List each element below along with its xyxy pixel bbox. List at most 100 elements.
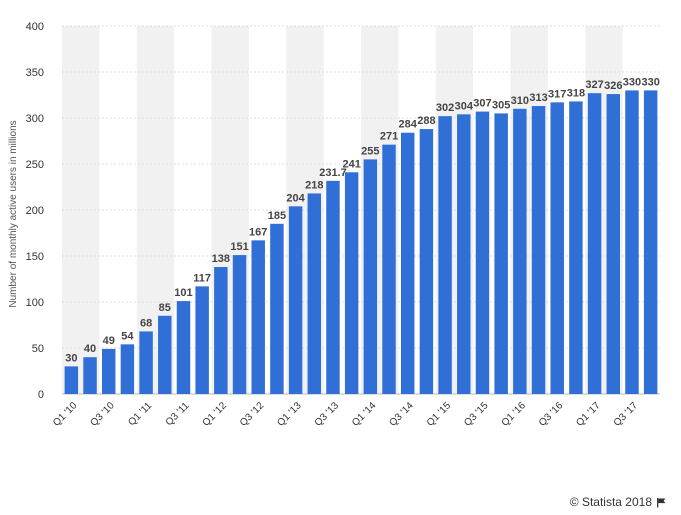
bar[interactable]: [587, 93, 602, 394]
bar[interactable]: [363, 159, 378, 394]
x-tick-label: Q3 '17: [612, 400, 641, 429]
data-label: 317: [548, 88, 566, 100]
y-tick-label: 0: [38, 389, 44, 401]
bar[interactable]: [625, 90, 639, 395]
data-label: 326: [604, 80, 622, 92]
bar[interactable]: [101, 348, 116, 394]
data-label: 313: [529, 92, 547, 104]
data-label: 185: [268, 210, 286, 222]
data-label: 330: [623, 76, 641, 88]
y-axis-title: Number of monthly active users in millio…: [8, 120, 19, 307]
data-label: 304: [455, 100, 474, 112]
x-tick-label: Q1 '11: [126, 400, 154, 428]
bar[interactable]: [643, 90, 658, 395]
bar[interactable]: [307, 193, 322, 394]
x-tick-label: Q1 '15: [425, 400, 454, 429]
y-tick-label: 400: [26, 21, 44, 33]
y-tick-label: 100: [26, 297, 44, 309]
data-label: 204: [286, 192, 305, 204]
x-tick-label: Q1 '13: [275, 400, 304, 429]
data-label: 40: [84, 343, 96, 355]
data-label: 318: [567, 87, 585, 99]
bar[interactable]: [550, 102, 564, 395]
data-label: 255: [361, 145, 379, 157]
bar[interactable]: [475, 111, 490, 394]
data-label: 330: [641, 76, 659, 88]
x-tick-label: Q1 '17: [574, 400, 603, 429]
bar[interactable]: [531, 106, 546, 394]
x-tick-label: Q3 '10: [88, 400, 117, 429]
data-label: 218: [305, 179, 323, 191]
bar[interactable]: [400, 132, 415, 394]
data-label: 68: [140, 317, 152, 329]
data-label: 117: [193, 272, 211, 284]
x-tick-label: Q3 '13: [313, 400, 342, 429]
bar[interactable]: [606, 94, 621, 394]
y-tick-label: 150: [26, 251, 44, 263]
bar[interactable]: [251, 240, 265, 394]
data-label: 310: [511, 95, 529, 107]
statista-credit[interactable]: © Statista 2018: [570, 495, 667, 509]
x-tick-label: Q3 '11: [164, 400, 192, 428]
bar[interactable]: [214, 267, 228, 394]
data-label: 288: [417, 115, 435, 127]
bar[interactable]: [64, 366, 79, 394]
bar[interactable]: [382, 144, 396, 394]
y-tick-label: 250: [26, 159, 44, 171]
bar[interactable]: [232, 255, 247, 394]
bar[interactable]: [288, 206, 303, 394]
bar[interactable]: [344, 172, 359, 394]
bar[interactable]: [195, 286, 209, 394]
data-label: 30: [65, 352, 77, 364]
bar[interactable]: [569, 101, 583, 394]
bar[interactable]: [270, 223, 284, 394]
y-tick-label: 200: [26, 205, 44, 217]
x-tick-label: Q1 '12: [201, 400, 230, 429]
bar[interactable]: [419, 129, 434, 395]
y-tick-label: 300: [26, 113, 44, 125]
data-label: 54: [121, 330, 134, 342]
x-tick-label: Q1 '10: [51, 400, 80, 429]
bars: [64, 90, 658, 395]
background-band: [62, 26, 100, 394]
data-label: 231.7: [319, 167, 347, 179]
bar[interactable]: [494, 113, 508, 395]
data-label: 305: [492, 99, 510, 111]
y-tick-label: 50: [32, 343, 44, 355]
bar[interactable]: [158, 315, 172, 394]
bar[interactable]: [513, 108, 527, 395]
x-tick-label: Q3 '15: [462, 400, 491, 429]
data-label: 85: [159, 302, 171, 314]
bar[interactable]: [438, 116, 452, 394]
data-label: 271: [380, 131, 398, 143]
data-label: 307: [473, 98, 491, 110]
bar[interactable]: [326, 180, 340, 394]
y-axis-ticks: 0 50 100 150 200 250 300 350 400: [26, 21, 44, 401]
data-label: 327: [585, 79, 603, 91]
x-tick-label: Q1 '16: [500, 400, 529, 429]
data-label: 101: [174, 287, 192, 299]
data-label: 138: [212, 253, 230, 265]
bar[interactable]: [176, 301, 191, 394]
data-label: 284: [399, 119, 418, 131]
credit-text: © Statista 2018: [569, 495, 652, 509]
x-axis-ticks: Q1 '10 Q3 '10 Q1 '11 Q3 '11 Q1 '12 Q3 '12 Q1 '…: [51, 400, 640, 429]
x-tick-label: Q3 '14: [387, 400, 416, 429]
x-tick-label: Q3 '12: [238, 400, 267, 429]
x-tick-label: Q3 '16: [537, 400, 566, 429]
data-label: 167: [249, 226, 267, 238]
bar[interactable]: [83, 357, 97, 394]
data-label: 241: [342, 158, 360, 170]
data-label: 151: [230, 241, 248, 253]
bar[interactable]: [457, 114, 471, 394]
y-tick-label: 350: [26, 67, 44, 79]
value-labels: 30 40 49 54 68 85101117138151167185204218231.…: [65, 76, 660, 364]
flag-icon[interactable]: [656, 497, 667, 508]
bar[interactable]: [120, 344, 135, 394]
x-tick-label: Q1 '14: [350, 400, 379, 429]
data-label: 302: [436, 102, 454, 114]
bar[interactable]: [139, 331, 153, 394]
data-label: 49: [103, 335, 115, 347]
